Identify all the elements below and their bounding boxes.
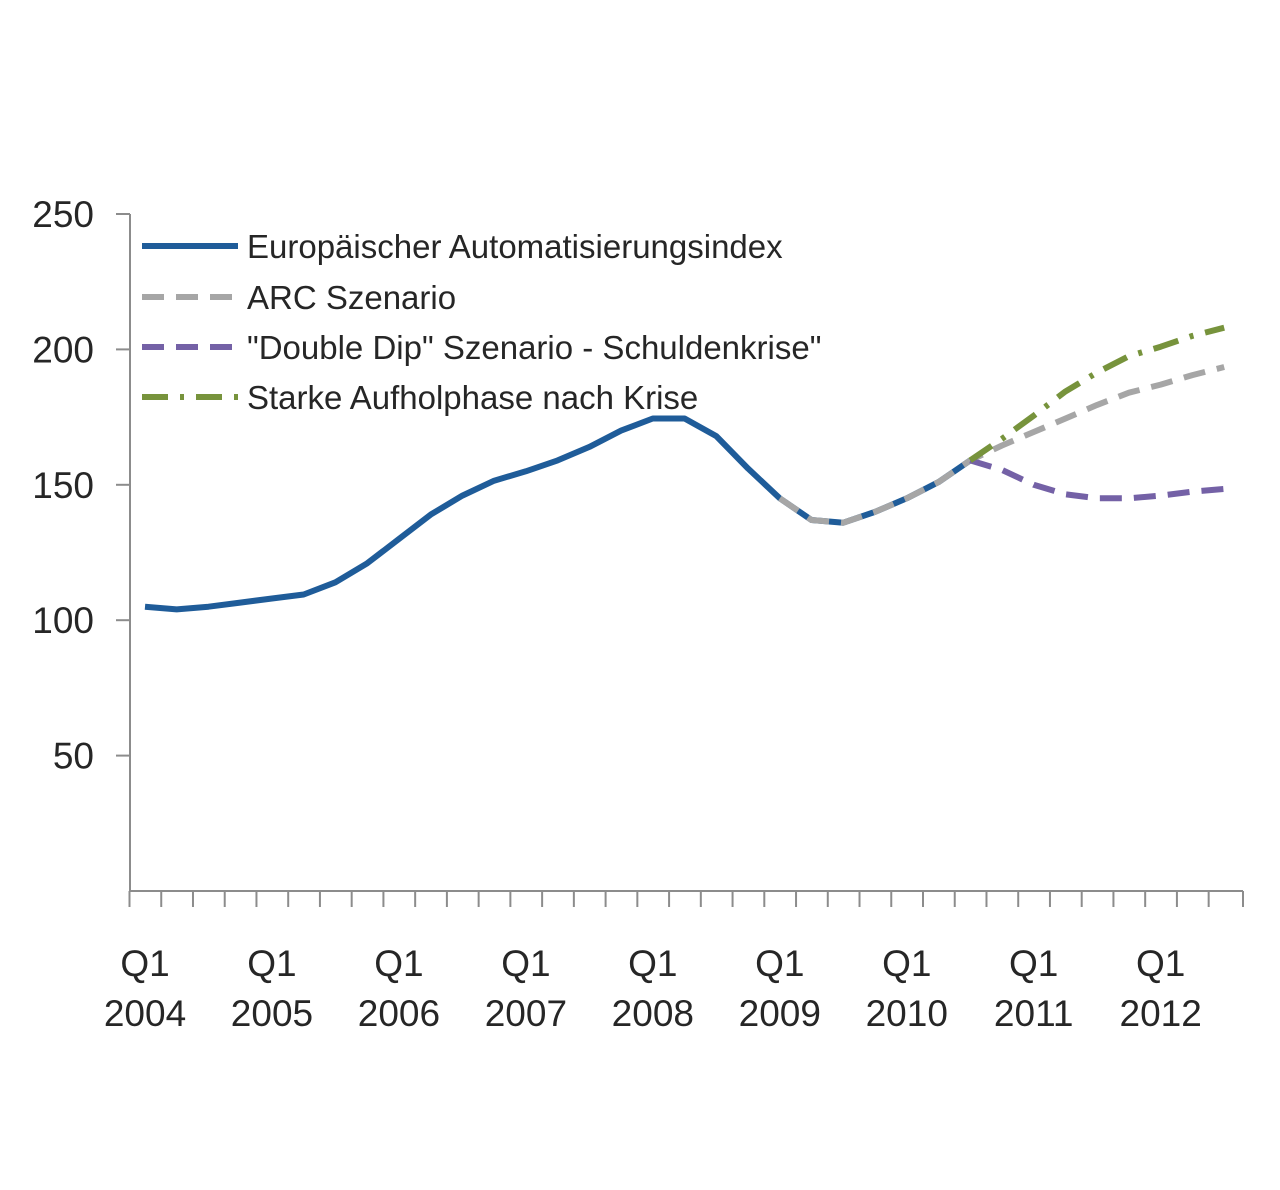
legend-label-2: "Double Dip" Szenario - Schuldenkrise" <box>247 329 821 366</box>
x-tick-label-year: 2008 <box>612 993 694 1034</box>
legend-label-0: Europäischer Automatisierungsindex <box>247 228 783 265</box>
y-tick-label: 200 <box>32 329 94 370</box>
x-tick-label-year: 2009 <box>739 993 821 1034</box>
legend-label-3: Starke Aufholphase nach Krise <box>247 379 698 416</box>
x-tick-label-quarter: Q1 <box>1009 943 1058 984</box>
x-tick-label-year: 2010 <box>866 993 948 1034</box>
x-tick-label-year: 2005 <box>231 993 313 1034</box>
x-tick-label-year: 2006 <box>358 993 440 1034</box>
x-tick-label-quarter: Q1 <box>120 943 169 984</box>
x-tick-label-quarter: Q1 <box>1136 943 1185 984</box>
x-axis-ticks: Q1 2004 Q1 2005 Q1 2006 Q1 2007 Q1 2008 Q1 2009 Q1 20… <box>104 891 1244 1034</box>
y-axis-ticks: 50 100 150 200 250 <box>32 194 130 777</box>
y-tick-label: 250 <box>32 194 94 235</box>
x-tick-label-quarter: Q1 <box>882 943 931 984</box>
x-tick-label-quarter: Q1 <box>755 943 804 984</box>
series-line-2 <box>969 457 1225 502</box>
x-tick-label-year: 2011 <box>994 993 1074 1034</box>
x-tick-label-year: 2012 <box>1120 993 1202 1034</box>
x-tick-label-quarter: Q1 <box>628 943 677 984</box>
y-tick-label: 150 <box>32 465 94 506</box>
y-tick-label: 100 <box>32 600 94 641</box>
legend-label-1: ARC Szenario <box>247 279 456 316</box>
x-tick-label-quarter: Q1 <box>501 943 550 984</box>
x-tick-label-year: 2007 <box>485 993 567 1034</box>
x-tick-label-quarter: Q1 <box>247 943 296 984</box>
x-tick-label-quarter: Q1 <box>374 943 423 984</box>
y-tick-label: 50 <box>53 736 94 777</box>
series-layer <box>144 324 1225 613</box>
series-line-0 <box>144 415 972 613</box>
x-tick-label-year: 2004 <box>104 993 186 1034</box>
legend: Europäischer Automatisierungsindex ARC Sz… <box>142 228 821 416</box>
series-line-1 <box>778 364 1225 526</box>
